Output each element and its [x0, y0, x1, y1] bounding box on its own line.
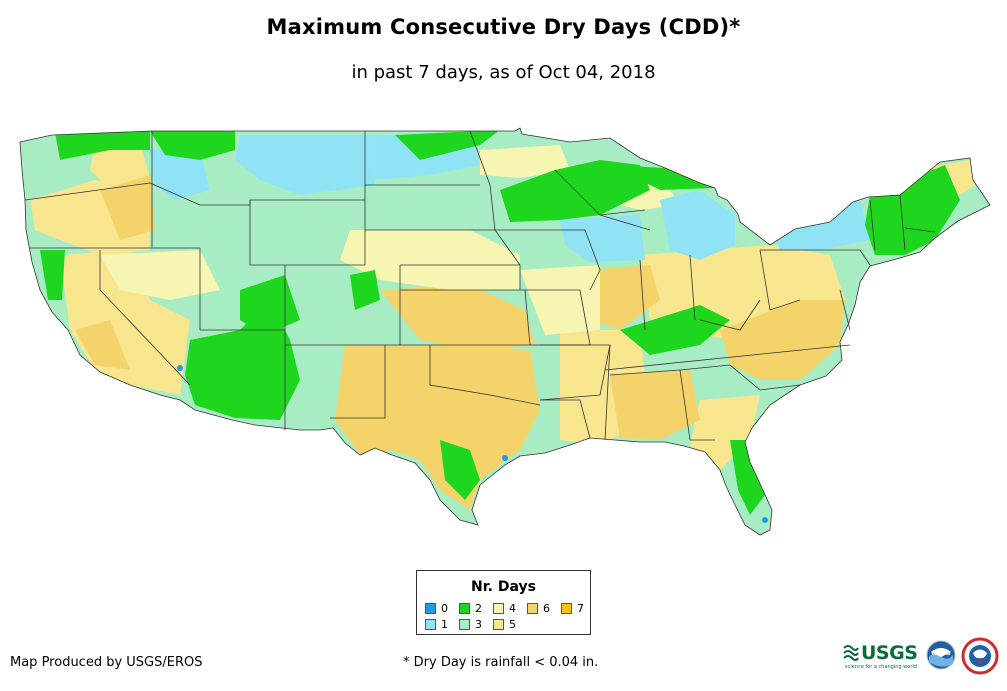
legend-item-3: 3 [459, 619, 482, 631]
cdd-region-6 [335, 345, 540, 510]
cdd-region-4 [100, 250, 220, 300]
legend-item-5: 5 [493, 619, 516, 631]
legend-item-2: 2 [459, 603, 482, 615]
state-boundaries [19, 127, 991, 536]
noaa-logo: noaa [926, 640, 956, 670]
cdd-region-1 [150, 150, 210, 200]
cdd-region-2 [620, 305, 730, 355]
usgs-tagline: science for a changing world [845, 664, 917, 670]
legend-label: 4 [509, 602, 516, 615]
map-subtitle: in past 7 days, as of Oct 04, 2018 [351, 62, 656, 83]
legend-swatch [493, 603, 504, 614]
legend-title: Nr. Days [471, 579, 536, 595]
map-credit: Map Produced by USGS/EROS [10, 655, 203, 670]
cdd-region-2 [440, 440, 480, 500]
legend-label: 6 [543, 602, 550, 615]
legend-label: 3 [475, 618, 482, 631]
cdd-region-1 [235, 135, 375, 195]
cdd-region-4 [520, 265, 600, 335]
legend-item-4: 4 [493, 603, 516, 615]
cdd-region-6 [380, 285, 535, 350]
cdd-spot-0 [762, 517, 768, 523]
cdd-spot-0 [502, 455, 508, 461]
cdd-spot-0 [177, 365, 183, 371]
cdd-region-6 [720, 300, 845, 380]
usgs-wave-icon [843, 645, 859, 661]
legend-item-0: 0 [425, 603, 448, 615]
legend-item-1: 1 [425, 619, 448, 631]
cdd-region-5 [90, 140, 150, 190]
cdd-region-4 [480, 145, 570, 178]
legend-swatch [527, 603, 538, 614]
dry-day-footnote: * Dry Day is rainfall < 0.04 in. [403, 655, 599, 670]
cdd-region-1 [660, 190, 735, 260]
legend-swatch [459, 603, 470, 614]
cdd-region-2 [350, 270, 380, 310]
us-cdd-map [19, 127, 991, 536]
cdd-region-5 [690, 395, 760, 470]
legend-swatch [425, 603, 436, 614]
cdd-region-2 [395, 130, 500, 160]
cdd-region-6 [610, 370, 700, 440]
legend-label: 0 [441, 602, 448, 615]
cdd-region-2 [150, 131, 235, 160]
legend-item-7: 7 [561, 603, 584, 615]
cdd-region-6 [75, 320, 130, 370]
legend-label: 5 [509, 618, 516, 631]
nws-logo [961, 637, 999, 675]
map-title: Maximum Consecutive Dry Days (CDD)* [266, 15, 741, 39]
cdd-region-2 [865, 165, 960, 255]
cdd-region-4 [340, 230, 520, 290]
usgs-wordmark: USGS [861, 642, 918, 664]
legend-swatch [425, 619, 436, 630]
cdd-region-1 [560, 215, 645, 262]
cdd-region-2 [40, 250, 65, 300]
noaa-text: noaa [931, 649, 951, 657]
map-legend: Nr. Days 0 1 2 3 4 5 6 7 [416, 570, 591, 635]
cdd-region-6 [590, 265, 660, 330]
legend-item-6: 6 [527, 603, 550, 615]
legend-swatch [459, 619, 470, 630]
cdd-region-6 [100, 175, 155, 240]
legend-label: 2 [475, 602, 482, 615]
cdd-region-2 [55, 131, 150, 160]
cdd-region-1 [770, 200, 870, 250]
cdd-region-2 [500, 160, 650, 222]
usgs-logo: USGS science for a changing world [843, 642, 921, 670]
legend-label: 7 [577, 602, 584, 615]
legend-swatch [561, 603, 572, 614]
legend-swatch [493, 619, 504, 630]
legend-label: 1 [441, 618, 448, 631]
